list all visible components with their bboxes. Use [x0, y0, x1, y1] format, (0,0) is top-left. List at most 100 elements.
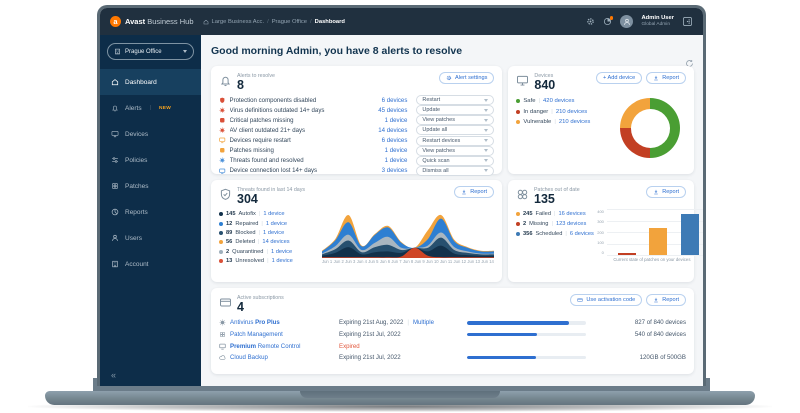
subscription-name-link[interactable]: Premium Remote Control — [230, 342, 301, 350]
breadcrumb-item[interactable]: Prague Office — [271, 18, 308, 25]
alert-row: Patches missing 1 device View patches — [219, 145, 495, 156]
legend-devices-link[interactable]: 6 devices — [569, 230, 594, 237]
user-icon — [111, 234, 119, 242]
devices-report-button[interactable]: Report — [646, 72, 686, 84]
alert-action-select[interactable]: Restart devices — [416, 135, 495, 146]
alert-devices-link[interactable]: 1 device — [384, 157, 408, 165]
breadcrumb-item[interactable]: Large Business Acc. — [211, 18, 265, 25]
legend-count-link[interactable]: 420 devices — [543, 98, 575, 105]
app-switcher-icon[interactable] — [682, 16, 693, 27]
alert-devices-link[interactable]: 1 device — [384, 147, 408, 155]
alert-action-select[interactable]: View patches — [416, 115, 495, 126]
legend-count: 2 — [226, 248, 230, 255]
alert-settings-button[interactable]: Alert settings — [439, 72, 495, 84]
threats-legend-row: 145 Autofix | 1 device — [219, 211, 314, 217]
devices-legend-row: Vulnerable | 210 devices — [516, 119, 590, 125]
alert-action-select[interactable]: Quick scan — [416, 155, 495, 166]
laptop-base — [45, 391, 755, 405]
legend-dot — [219, 221, 223, 226]
y-tick-label: 0 — [601, 250, 604, 256]
monitor-icon — [111, 130, 119, 138]
legend-dot — [516, 221, 520, 226]
subscription-name-link[interactable]: Cloud Backup — [230, 354, 268, 362]
subscriptions-count: 4 — [237, 300, 244, 314]
settings-gear-icon[interactable] — [586, 17, 595, 26]
virus-icon — [219, 107, 226, 114]
subscription-name-link[interactable]: Patch Management — [230, 331, 283, 339]
sidebar-item-users[interactable]: Users — [100, 225, 201, 251]
avatar[interactable] — [620, 15, 634, 28]
alert-devices-link[interactable]: 6 devices — [381, 137, 408, 145]
org-selector[interactable]: Prague Office — [107, 43, 194, 60]
x-tick-label: Jun 4 — [356, 259, 367, 265]
legend-count-link[interactable]: 210 devices — [558, 119, 591, 126]
bell-icon — [111, 104, 119, 112]
threats-card: Threats found in last 14 days 304 Report — [211, 180, 502, 282]
y-tick-label: 400 — [597, 209, 604, 215]
alert-devices-link[interactable]: 3 devices — [381, 167, 408, 175]
legend-count: 89 — [226, 229, 233, 236]
subscription-expiry: Expiring 21st Jul, 2022 — [339, 354, 401, 362]
user-info[interactable]: Admin User Global Admin — [641, 15, 674, 27]
sidebar-item-policies[interactable]: Policies — [100, 147, 201, 173]
alert-devices-link[interactable]: 45 devices — [378, 106, 408, 114]
sidebar-item-label: Dashboard — [125, 78, 157, 86]
refresh-icon[interactable] — [685, 59, 694, 68]
legend-devices-link[interactable]: 14 devices — [262, 239, 290, 246]
alert-devices-link[interactable]: 14 devices — [378, 126, 408, 134]
x-tick-label: Jun 9 — [414, 259, 425, 265]
multiple-link[interactable]: Multiple — [412, 319, 434, 327]
legend-devices-link[interactable]: 1 device — [270, 248, 293, 255]
legend-count-link[interactable]: 210 devices — [555, 108, 588, 115]
breadcrumb[interactable]: Large Business Acc. / Prague Office / Dashbo… — [203, 19, 345, 25]
legend-dot — [219, 259, 223, 264]
alert-action-select[interactable]: View patches — [416, 145, 495, 156]
chevron-down-icon — [484, 108, 489, 112]
legend-devices-link[interactable]: 1 device — [263, 229, 285, 236]
home-icon — [203, 19, 209, 25]
subscriptions-report-button[interactable]: Report — [646, 294, 686, 306]
sidebar-item-reports[interactable]: Reports — [100, 199, 201, 225]
sidebar-item-devices[interactable]: Devices — [100, 121, 201, 147]
legend-dot — [516, 99, 521, 104]
legend-devices-link[interactable]: 1 device — [265, 220, 288, 227]
notifications-icon[interactable] — [603, 16, 614, 26]
threats-chart-x-axis: Jun 1 Jun 2 Jun 3 Jun 4 Jun 5 Jun 6 Jun 7 Jun 8… — [322, 258, 494, 264]
new-badge: NEW — [158, 105, 172, 111]
y-tick-label: 200 — [597, 229, 604, 235]
alert-text: Threats found and resolved — [229, 157, 304, 165]
legend-devices-link[interactable]: 123 devices — [555, 220, 587, 227]
alert-action-select[interactable]: Restart — [416, 95, 495, 106]
breadcrumb-item[interactable]: Dashboard — [314, 18, 345, 25]
subscription-expiry: Expiring 21st Jul, 2022 — [339, 331, 401, 339]
sidebar-collapse-button[interactable]: « — [111, 370, 117, 380]
threats-area-chart: Jun 1 Jun 2 Jun 3 Jun 4 Jun 5 Jun 6 Jun 7 Jun 8… — [322, 209, 494, 264]
avast-logo[interactable]: a Avast Business Hub — [110, 16, 194, 27]
sidebar-item-label: Reports — [125, 208, 148, 216]
legend-name: Autofix — [238, 211, 256, 218]
chevron-down-icon — [484, 159, 489, 163]
subscription-name-link[interactable]: Antivirus Pro Plus — [230, 319, 280, 327]
alert-action-select[interactable]: Update — [416, 105, 495, 116]
usage-bar — [467, 332, 586, 337]
alert-action-select[interactable]: Update all — [416, 125, 495, 136]
alert-action-select[interactable]: Dismiss all — [416, 165, 495, 176]
sidebar-item-alerts[interactable]: Alerts | NEW — [100, 95, 201, 121]
use-activation-code-button[interactable]: Use activation code — [570, 294, 643, 306]
legend-devices-link[interactable]: 16 devices — [558, 211, 586, 218]
legend-devices-link[interactable]: 1 device — [263, 211, 285, 218]
patchsq-icon — [219, 147, 226, 154]
patches-report-button[interactable]: Report — [646, 186, 686, 198]
legend-devices-link[interactable]: 1 device — [271, 258, 293, 265]
threats-report-button[interactable]: Report — [454, 186, 494, 198]
alert-devices-link[interactable]: 6 devices — [381, 96, 408, 104]
topbar-actions: Admin User Global Admin — [586, 15, 693, 28]
patches-bar-chart: 400 300 200 100 0 Current state of patches o… — [594, 209, 703, 262]
shield-icon — [219, 97, 226, 104]
sidebar-item-dashboard[interactable]: Dashboard — [100, 69, 201, 95]
monitor-icon — [219, 168, 226, 175]
add-device-button[interactable]: + Add device — [596, 72, 643, 84]
sidebar-item-account[interactable]: Account — [100, 251, 201, 277]
sidebar-item-patches[interactable]: Patches — [100, 173, 201, 199]
alert-devices-link[interactable]: 1 device — [384, 116, 408, 124]
